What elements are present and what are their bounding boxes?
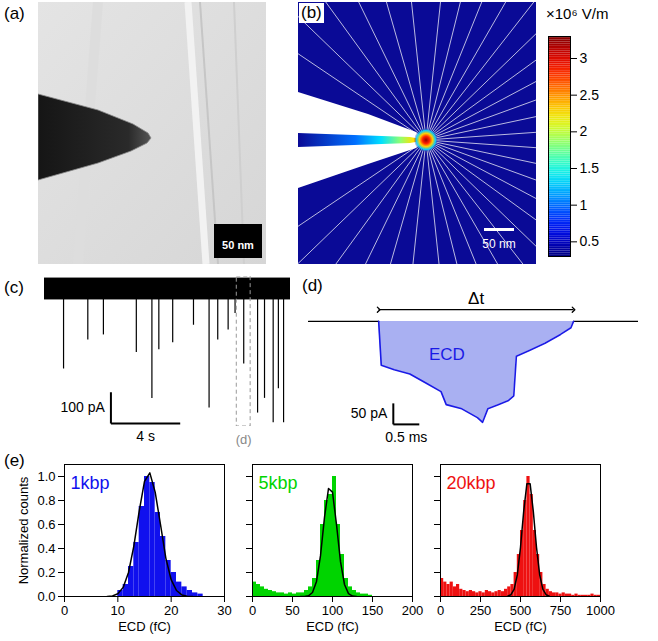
svg-text:0: 0 [61, 603, 68, 618]
svg-text:50 nm: 50 nm [222, 239, 254, 251]
html-text:(b): (b) [301, 3, 322, 22]
svg-text:ECD (fC): ECD (fC) [306, 619, 359, 634]
html-text:×10⁶ V/m: ×10⁶ V/m [546, 5, 609, 22]
svg-text:1.0: 1.0 [37, 469, 55, 484]
svg-text:0.4: 0.4 [37, 541, 55, 556]
svg-text:1000: 1000 [586, 603, 615, 618]
svg-text:0: 0 [249, 603, 256, 618]
svg-text:10: 10 [111, 603, 125, 618]
svg-text:2: 2 [580, 123, 588, 139]
svg-text:0.5: 0.5 [580, 233, 600, 249]
svg-text:500: 500 [510, 603, 532, 618]
html-text:(a): (a) [4, 4, 25, 23]
svg-text:200: 200 [402, 603, 424, 618]
svg-text:0.8: 0.8 [37, 493, 55, 508]
svg-text:1: 1 [580, 197, 588, 213]
html-text:(c): (c) [4, 278, 24, 297]
svg-text:20: 20 [164, 603, 178, 618]
svg-text:2.5: 2.5 [580, 87, 600, 103]
svg-text:0.0: 0.0 [37, 589, 55, 604]
svg-text:ECD (fC): ECD (fC) [494, 619, 547, 634]
svg-text:50 pA: 50 pA [351, 405, 388, 421]
svg-text:50 nm: 50 nm [482, 237, 515, 251]
svg-text:750: 750 [550, 603, 572, 618]
svg-text:4 s: 4 s [136, 428, 155, 444]
svg-text:100 pA: 100 pA [61, 399, 106, 415]
svg-text:30: 30 [217, 603, 231, 618]
svg-text:0.5 ms: 0.5 ms [385, 429, 427, 445]
svg-text:250: 250 [470, 603, 492, 618]
svg-text:1kbp: 1kbp [71, 473, 110, 493]
svg-text:Normalized counts: Normalized counts [16, 476, 31, 584]
svg-text:100: 100 [322, 603, 344, 618]
svg-text:3: 3 [580, 50, 588, 66]
html-text:(e): (e) [4, 451, 25, 470]
svg-text:(d): (d) [236, 432, 252, 447]
svg-text:0.2: 0.2 [37, 565, 55, 580]
svg-text:ECD (fC): ECD (fC) [118, 619, 171, 634]
svg-text:150: 150 [362, 603, 384, 618]
svg-text:0.6: 0.6 [37, 517, 55, 532]
svg-text:20kbp: 20kbp [447, 473, 496, 493]
svg-text:50: 50 [285, 603, 299, 618]
svg-text:0: 0 [437, 603, 444, 618]
html-text:(d): (d) [302, 276, 323, 295]
svg-text:1.5: 1.5 [580, 160, 600, 176]
svg-text:ECD: ECD [429, 345, 465, 364]
svg-text:5kbp: 5kbp [259, 473, 298, 493]
svg-text:Δt: Δt [468, 289, 484, 308]
